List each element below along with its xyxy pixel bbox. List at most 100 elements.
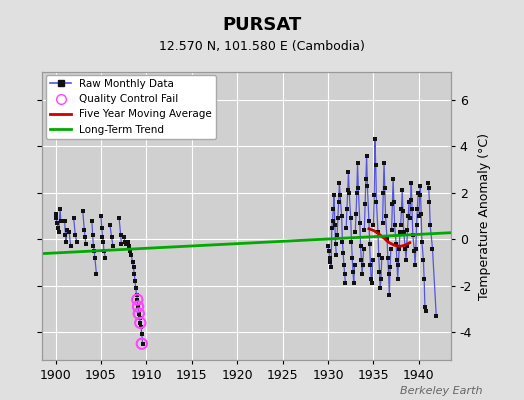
Point [388, 201, 397, 208]
Point [133, 296, 141, 303]
Point [404, 213, 412, 219]
Point [136, 320, 145, 326]
Point [122, 241, 130, 247]
Point [413, 206, 421, 212]
Point [358, 271, 366, 277]
Point [53, 224, 62, 231]
Point [54, 229, 63, 236]
Point [60, 218, 69, 224]
Point [428, 245, 436, 252]
Point [101, 255, 110, 261]
Point [417, 210, 425, 217]
Point [362, 176, 370, 182]
Point [396, 229, 404, 236]
Point [109, 243, 117, 249]
Point [385, 271, 393, 277]
Point [347, 238, 356, 245]
Point [132, 285, 140, 291]
Point [135, 315, 144, 321]
Point [346, 215, 355, 222]
Point [359, 245, 368, 252]
Point [406, 215, 414, 222]
Point [361, 201, 369, 208]
Point [368, 280, 376, 286]
Point [418, 238, 426, 245]
Point [91, 255, 99, 261]
Point [389, 176, 397, 182]
Point [399, 208, 407, 214]
Point [79, 208, 87, 214]
Point [384, 255, 392, 261]
Point [387, 245, 395, 252]
Point [385, 292, 394, 298]
Point [416, 192, 424, 198]
Point [368, 257, 377, 263]
Point [342, 224, 351, 231]
Point [92, 271, 101, 277]
Point [363, 183, 372, 189]
Point [424, 180, 432, 187]
Text: PURSAT: PURSAT [222, 16, 302, 34]
Point [381, 213, 390, 219]
Point [403, 227, 412, 233]
Point [421, 303, 429, 310]
Point [358, 262, 367, 268]
Point [370, 192, 378, 198]
Point [331, 241, 340, 247]
Point [365, 218, 373, 224]
Point [375, 268, 384, 275]
Point [369, 222, 378, 228]
Point [326, 259, 334, 266]
Point [52, 215, 60, 222]
Point [407, 180, 416, 187]
Point [375, 252, 383, 259]
Point [397, 206, 406, 212]
Point [352, 210, 360, 217]
Point [100, 248, 108, 254]
Point [338, 238, 346, 245]
Point [367, 276, 375, 282]
Point [421, 308, 430, 314]
Point [348, 255, 356, 261]
Point [336, 192, 344, 198]
Point [324, 243, 332, 249]
Point [419, 257, 428, 263]
Point [99, 238, 107, 245]
Legend: Raw Monthly Data, Quality Control Fail, Five Year Moving Average, Long-Term Tren: Raw Monthly Data, Quality Control Fail, … [46, 75, 216, 139]
Point [119, 234, 128, 240]
Point [390, 222, 399, 228]
Point [128, 259, 137, 266]
Point [99, 234, 107, 240]
Point [333, 231, 341, 238]
Point [81, 234, 89, 240]
Point [53, 220, 61, 226]
Point [67, 243, 75, 249]
Point [65, 229, 73, 236]
Point [107, 234, 116, 240]
Point [63, 227, 71, 233]
Point [394, 262, 402, 268]
Point [353, 159, 362, 166]
Point [378, 220, 387, 226]
Point [89, 231, 97, 238]
Point [334, 199, 343, 205]
Point [332, 252, 341, 259]
Point [70, 215, 78, 222]
Point [344, 187, 352, 194]
Point [424, 185, 433, 191]
Point [334, 215, 342, 222]
Point [340, 262, 348, 268]
Point [410, 248, 419, 254]
Point [425, 199, 434, 205]
Point [379, 190, 387, 196]
Point [351, 262, 359, 268]
Point [395, 245, 403, 252]
Point [97, 213, 105, 219]
Point [329, 218, 337, 224]
Point [341, 280, 350, 286]
Point [61, 231, 70, 238]
Point [344, 169, 353, 175]
Point [115, 215, 123, 222]
Point [335, 180, 344, 187]
Point [387, 227, 396, 233]
